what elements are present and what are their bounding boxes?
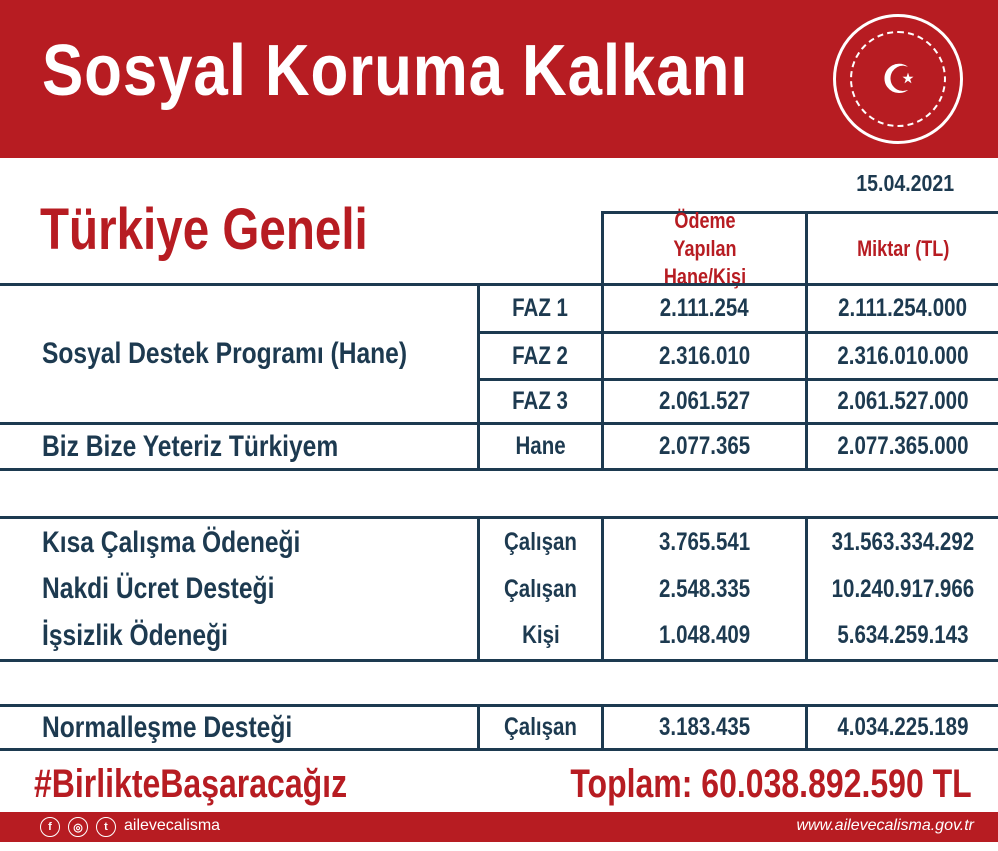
website-link[interactable]: www.ailevecalisma.gov.tr: [796, 817, 974, 834]
cell-count: 2.077.365: [658, 432, 751, 460]
cell-amount: 10.240.917.966: [831, 574, 975, 603]
instagram-icon[interactable]: ◎: [68, 817, 88, 837]
program-label: Kısa Çalışma Ödeneği: [42, 525, 301, 559]
program-label: Biz Bize Yeteriz Türkiyem: [42, 429, 339, 463]
cell-count: 3.765.541: [658, 528, 751, 556]
cell-count: 2.316.010: [658, 341, 751, 370]
twitter-icon[interactable]: t: [96, 817, 116, 837]
cell-type: Çalışan: [504, 528, 577, 556]
cell-type: Çalışan: [504, 713, 577, 741]
cell-count: 3.183.435: [658, 713, 751, 741]
cell-amount: 5.634.259.143: [837, 621, 969, 649]
cell-amount: 2.111.254.000: [838, 294, 968, 322]
cell-type: FAZ 2: [512, 341, 569, 370]
cell-type: Çalışan: [504, 574, 577, 603]
ministry-logo: ☪: [833, 14, 963, 144]
footer-bar: f ◎ t ailevecalisma www.ailevecalisma.go…: [0, 812, 998, 842]
cell-type: Kişi: [521, 621, 560, 649]
cell-amount: 2.061.527.000: [837, 387, 969, 415]
cell-type: Hane: [515, 432, 566, 460]
program-label: Nakdi Ücret Desteği: [42, 572, 275, 605]
cell-type: FAZ 3: [512, 387, 569, 415]
cell-amount: 2.316.010.000: [837, 341, 969, 370]
social-handle[interactable]: ailevecalisma: [124, 817, 221, 834]
cell-count: 2.548.335: [658, 574, 751, 603]
date: 15.04.2021: [856, 170, 954, 196]
facebook-icon[interactable]: f: [40, 817, 60, 837]
cell-amount: 31.563.334.292: [831, 528, 975, 556]
cell-count: 2.061.527: [658, 387, 751, 415]
cell-count: 2.111.254: [660, 294, 749, 322]
hashtag: #BirlikteBaşaracağız: [34, 762, 348, 806]
total: Toplam: 60.038.892.590 TL: [570, 762, 972, 806]
column-header-count: Ödeme Yapılan Hane/Kişi: [663, 208, 746, 289]
column-header-amount: Miktar (TL): [856, 236, 950, 261]
cell-type: FAZ 1: [512, 294, 569, 322]
cell-count: 1.048.409: [658, 621, 751, 649]
program-label: İşsizlik Ödeneği: [42, 618, 228, 652]
crescent-star-icon: ☪: [881, 58, 917, 102]
cell-amount: 2.077.365.000: [837, 432, 969, 460]
header-banner: Sosyal Koruma Kalkanı ☪: [0, 0, 998, 158]
page-title: Sosyal Koruma Kalkanı: [42, 31, 749, 111]
program-label: Sosyal Destek Programı (Hane): [42, 337, 408, 370]
program-label: Normalleşme Desteği: [42, 710, 293, 744]
cell-amount: 4.034.225.189: [837, 713, 969, 741]
subtitle: Türkiye Geneli: [40, 197, 368, 262]
